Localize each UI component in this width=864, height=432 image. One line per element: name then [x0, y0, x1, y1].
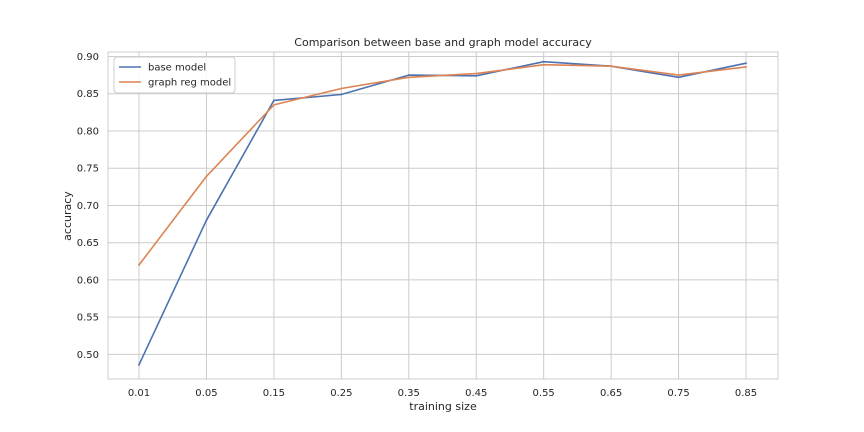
x-tick-label: 0.25	[330, 388, 352, 399]
x-axis-label: training size	[409, 400, 477, 413]
y-tick-label: 0.85	[77, 89, 99, 100]
x-tick-label: 0.01	[128, 388, 150, 399]
legend: base model graph reg model	[113, 56, 236, 94]
x-tick-label: 0.65	[600, 388, 622, 399]
series-line-graph-reg-model	[138, 63, 747, 266]
plot-frame	[107, 51, 779, 380]
y-tick-label: 0.55	[77, 313, 99, 324]
data-point-graph-reg-model	[475, 72, 478, 75]
legend-box	[113, 56, 236, 94]
data-point-base-model	[677, 76, 680, 79]
x-tick-label: 0.75	[667, 388, 689, 399]
data-point-base-model	[340, 93, 343, 96]
x-tick-labels: 0.01 0.05 0.15 0.25 0.35 0.45 0.55 0.65 0.75 0.85	[128, 388, 757, 399]
data-point-graph-reg-model	[407, 76, 410, 79]
x-tick-label: 0.05	[195, 388, 217, 399]
y-tick-label: 0.60	[77, 275, 99, 286]
data-point-graph-reg-model	[542, 63, 545, 66]
data-point-base-model	[272, 99, 275, 102]
data-point-base-model	[745, 62, 747, 65]
x-tick-label: 0.15	[263, 388, 285, 399]
legend-label-graph-reg-model: graph reg model	[148, 78, 231, 89]
data-point-graph-reg-model	[745, 65, 747, 68]
data-point-graph-reg-model	[205, 175, 208, 178]
data-point-base-model	[542, 60, 545, 63]
data-point-graph-reg-model	[138, 264, 140, 266]
y-tick-label: 0.70	[77, 201, 99, 212]
x-tick-label: 0.85	[735, 388, 757, 399]
series-layer	[138, 60, 747, 366]
x-tick-label: 0.45	[465, 388, 487, 399]
chart-title: Comparison between base and graph model …	[294, 36, 592, 49]
y-axis-label: accuracy	[61, 191, 74, 241]
x-tick-label: 0.55	[533, 388, 555, 399]
grid	[108, 52, 778, 379]
data-point-base-model	[407, 74, 410, 76]
series-line-base-model	[138, 60, 747, 366]
y-tick-labels: 0.50 0.55 0.60 0.65 0.70 0.75 0.80 0.85 0.90	[77, 52, 99, 361]
data-point-graph-reg-model	[610, 65, 613, 68]
data-point-graph-reg-model	[677, 74, 680, 76]
y-tick-label: 0.90	[77, 52, 99, 63]
y-tick-label: 0.65	[77, 238, 99, 249]
data-point-graph-reg-model	[272, 103, 275, 106]
data-point-base-model	[205, 219, 208, 222]
y-tick-label: 0.50	[77, 350, 99, 361]
legend-label-base-model: base model	[148, 63, 206, 74]
data-point-graph-reg-model	[340, 87, 343, 90]
data-point-base-model	[475, 74, 478, 77]
x-tick-label: 0.35	[398, 388, 420, 399]
y-tick-label: 0.75	[77, 164, 99, 175]
y-tick-label: 0.80	[77, 126, 99, 137]
data-point-base-model	[138, 363, 140, 366]
